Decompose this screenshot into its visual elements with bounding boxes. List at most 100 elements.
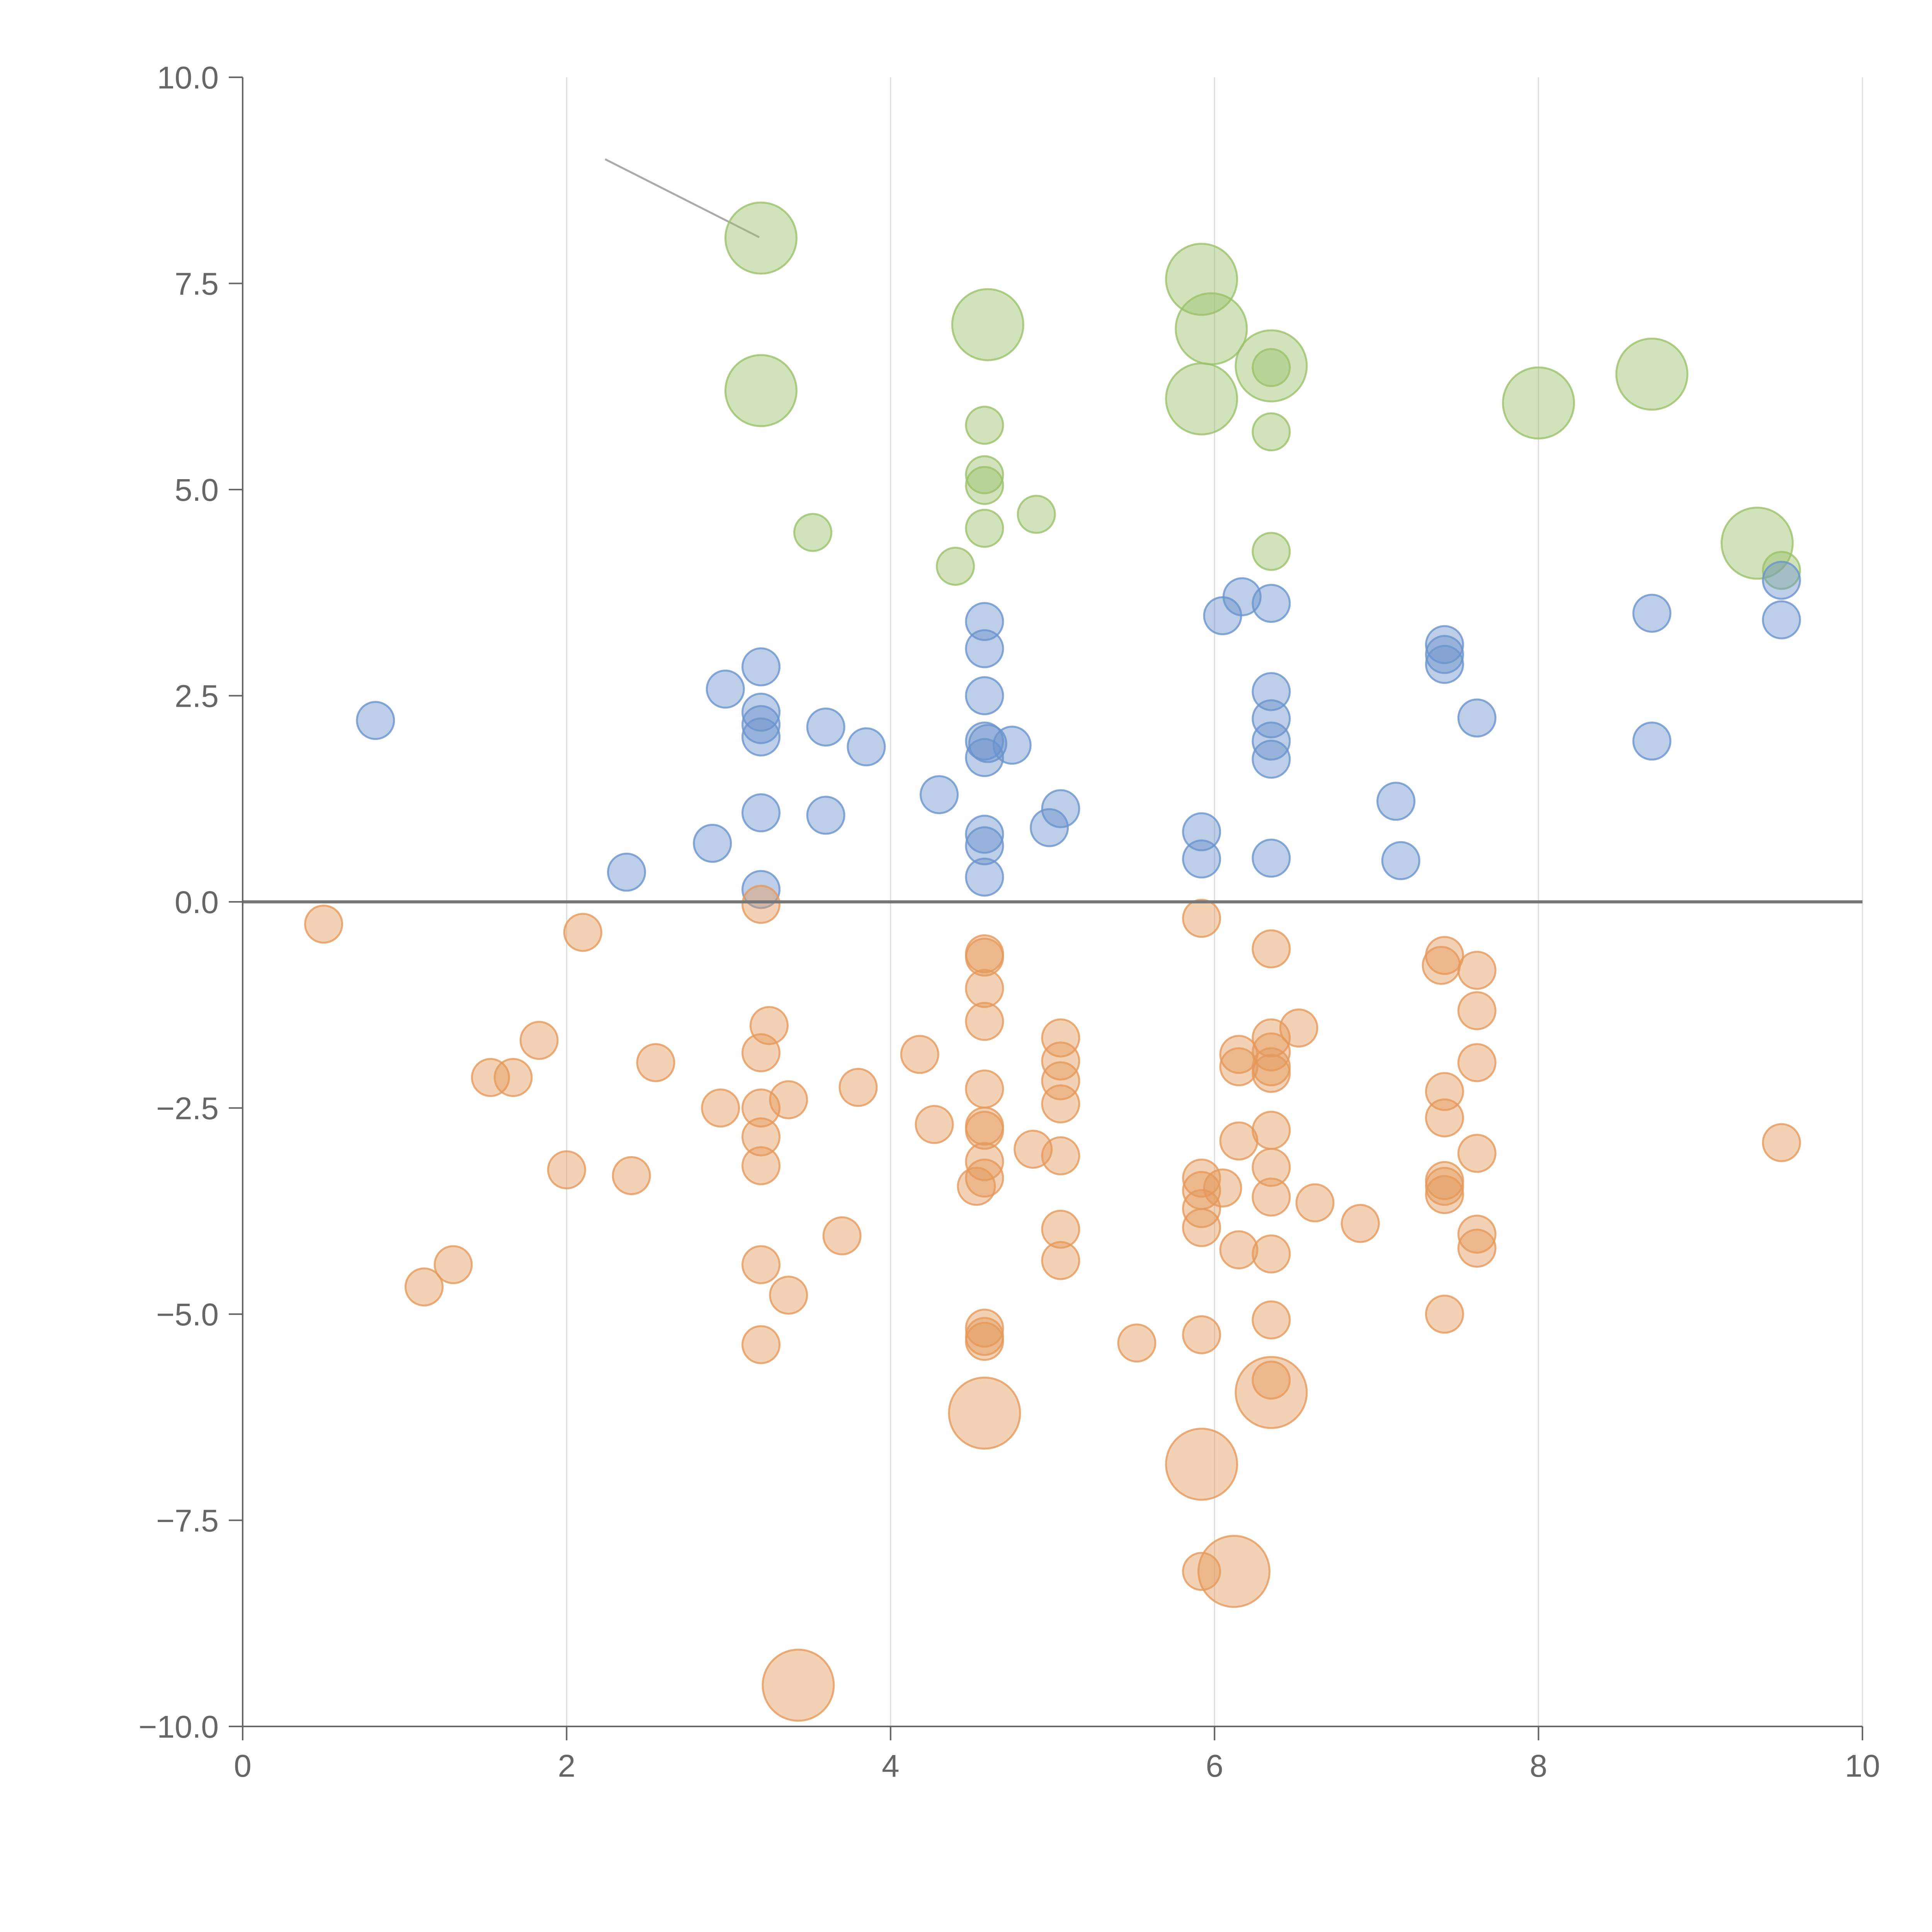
data-point-orange	[1457, 1134, 1497, 1173]
data-point-blue	[1252, 838, 1291, 878]
data-point-blue	[741, 705, 781, 744]
data-point-green	[935, 546, 975, 586]
data-point-orange	[965, 1069, 1004, 1109]
data-point-orange	[915, 1105, 954, 1144]
data-point-orange	[965, 1321, 1004, 1361]
data-point-green	[1502, 366, 1575, 440]
data-point-orange	[1203, 1168, 1242, 1208]
data-point-orange	[1425, 1294, 1464, 1334]
data-point-orange	[741, 1117, 781, 1156]
data-point-green	[965, 509, 1004, 548]
data-point-orange	[1219, 1121, 1259, 1161]
data-point-orange	[1425, 1098, 1464, 1138]
data-point-orange	[1425, 1175, 1464, 1214]
data-point-blue	[806, 707, 845, 747]
data-point-orange	[1295, 1183, 1335, 1223]
data-point-green	[1762, 551, 1801, 590]
data-point-blue	[693, 823, 732, 863]
data-point-orange	[1252, 1234, 1291, 1274]
data-point-green	[724, 354, 798, 427]
data-point-green	[1165, 243, 1238, 316]
data-point-blue	[1381, 841, 1420, 880]
data-point-green	[951, 288, 1024, 361]
data-point-orange	[1422, 946, 1461, 985]
data-point-orange	[769, 1276, 808, 1315]
data-point-orange	[1252, 929, 1291, 969]
data-point-orange	[1252, 1054, 1291, 1093]
y-tick-label: 7.5	[175, 267, 219, 302]
data-point-blue	[965, 629, 1004, 668]
data-point-orange	[1041, 1018, 1080, 1058]
data-point-green	[1721, 507, 1794, 580]
data-point-blue	[1182, 812, 1221, 852]
x-tick-label: 2	[558, 1748, 576, 1784]
data-point-blue	[1632, 721, 1672, 761]
data-point-orange	[304, 905, 344, 944]
data-point-orange	[563, 913, 602, 952]
data-point-blue	[706, 669, 745, 709]
data-point-blue	[1632, 594, 1672, 633]
data-point-orange	[547, 1150, 586, 1190]
data-point-green	[724, 201, 798, 275]
x-tick-label: 8	[1530, 1748, 1548, 1784]
data-point-orange	[1457, 1214, 1497, 1254]
data-point-blue	[965, 826, 1004, 866]
data-point-green	[1252, 412, 1291, 452]
data-point-orange	[965, 1002, 1004, 1041]
data-point-blue	[1425, 625, 1464, 664]
data-point-blue	[1376, 782, 1416, 821]
y-tick-label: −5.0	[156, 1297, 219, 1332]
data-point-orange	[1219, 1230, 1259, 1270]
y-tick-label: 2.5	[175, 679, 219, 714]
points-layer	[304, 201, 1801, 1722]
data-point-orange	[957, 1167, 996, 1206]
x-tick-label: 4	[882, 1748, 900, 1784]
data-point-orange	[612, 1156, 651, 1195]
data-point-orange	[493, 1058, 533, 1097]
y-tick-label: 10.0	[157, 60, 219, 95]
data-point-blue	[741, 870, 781, 909]
data-point-blue	[847, 727, 886, 767]
data-point-blue	[741, 717, 781, 757]
data-point-blue	[806, 796, 845, 835]
data-point-orange	[1252, 1177, 1291, 1217]
data-point-orange	[741, 884, 781, 924]
data-point-orange	[900, 1035, 939, 1074]
data-point-blue	[356, 701, 395, 740]
data-point-orange	[405, 1267, 444, 1307]
data-point-orange	[1252, 1111, 1291, 1150]
data-point-green	[1235, 329, 1308, 403]
data-point-green	[1615, 337, 1689, 411]
data-point-orange	[1252, 1032, 1291, 1071]
data-point-orange	[1457, 1228, 1497, 1268]
data-point-blue	[1252, 583, 1291, 623]
data-point-green	[793, 513, 833, 552]
data-point-blue	[1252, 699, 1291, 738]
data-point-blue	[1041, 789, 1080, 828]
data-point-orange	[965, 969, 1004, 1008]
data-point-orange	[434, 1245, 473, 1284]
data-point-orange	[1252, 1300, 1291, 1340]
data-point-orange	[741, 1033, 781, 1073]
data-point-orange	[1425, 1167, 1464, 1206]
data-point-blue	[1762, 561, 1801, 600]
data-point-orange	[965, 1142, 1004, 1181]
data-point-orange	[1041, 1084, 1080, 1124]
y-tick-label: −2.5	[156, 1091, 219, 1126]
data-point-orange	[1041, 1061, 1080, 1100]
x-tick-label: 6	[1206, 1748, 1223, 1784]
x-tick-label: 10	[1845, 1748, 1880, 1784]
data-point-orange	[1182, 1315, 1221, 1354]
data-point-orange	[1279, 1009, 1318, 1048]
data-point-orange	[1457, 1043, 1497, 1082]
data-point-blue	[965, 857, 1004, 897]
data-point-orange	[1762, 1123, 1801, 1162]
data-point-blue	[992, 726, 1032, 765]
data-point-green	[965, 466, 1004, 505]
data-point-orange	[1457, 991, 1497, 1031]
data-point-orange	[948, 1376, 1021, 1450]
data-point-blue	[965, 676, 1004, 715]
data-point-blue	[1252, 740, 1291, 779]
data-point-blue	[1222, 577, 1262, 616]
